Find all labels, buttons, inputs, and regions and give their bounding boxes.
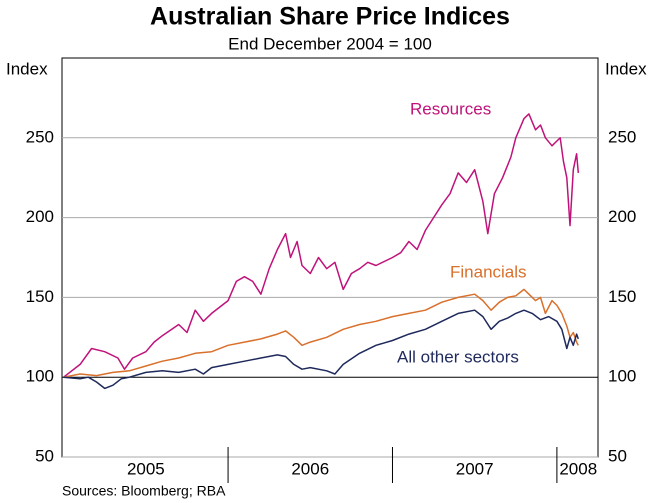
- series-line: [63, 288, 579, 378]
- x-tick-label: 2008: [559, 459, 597, 478]
- y2-tick-label: 200: [608, 207, 636, 226]
- y2-tick-label: 250: [608, 127, 636, 146]
- x-tick-label: 2007: [456, 459, 494, 478]
- y-tick-label: 200: [26, 207, 54, 226]
- y-tick-label: 100: [26, 367, 54, 386]
- series-line: [63, 113, 580, 378]
- y2-axis-label: Index: [605, 59, 647, 78]
- chart-subtitle: End December 2004 = 100: [228, 34, 432, 53]
- y-tick-label: 150: [26, 287, 54, 306]
- x-tick-label: 2005: [127, 459, 165, 478]
- chart-title: Australian Share Price Indices: [150, 3, 510, 31]
- y-axis-label: Index: [6, 59, 48, 78]
- y2-tick-label: 100: [608, 367, 636, 386]
- series-label: Resources: [410, 99, 491, 118]
- y-tick-label: 250: [26, 127, 54, 146]
- series-line: [63, 309, 580, 390]
- y2-tick-label: 150: [608, 287, 636, 306]
- x-tick-label: 2006: [291, 459, 329, 478]
- source-note: Sources: Bloomberg; RBA: [62, 483, 226, 499]
- series-label: All other sectors: [397, 347, 519, 366]
- y2-tick-label: 50: [608, 446, 627, 465]
- y-tick-label: 50: [35, 446, 54, 465]
- series-label: Financials: [450, 262, 527, 281]
- plot-frame: [61, 57, 599, 458]
